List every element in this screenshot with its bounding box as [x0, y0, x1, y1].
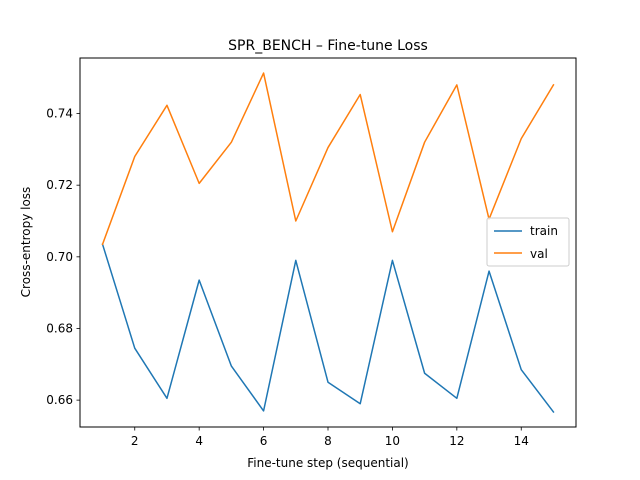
y-tick-label: 0.66: [46, 393, 73, 407]
chart-title: SPR_BENCH – Fine-tune Loss: [228, 38, 428, 54]
x-tick-label: 2: [131, 434, 139, 448]
y-axis-ticks: 0.66 0.68 0.70 0.72 0.74: [46, 107, 80, 407]
y-tick-label: 0.74: [46, 107, 73, 121]
x-tick-label: 10: [385, 434, 400, 448]
legend-label-val: val: [530, 247, 548, 261]
y-axis-label: Cross-entropy loss: [19, 187, 33, 298]
y-tick-label: 0.70: [46, 250, 73, 264]
y-tick-label: 0.72: [46, 178, 73, 192]
x-axis-ticks: 2 4 6 8 10 12 14: [131, 427, 529, 448]
x-tick-label: 4: [195, 434, 203, 448]
x-tick-label: 14: [514, 434, 529, 448]
series-line-val: [101, 72, 555, 246]
legend-frame: [486, 217, 570, 267]
x-tick-label: 12: [449, 434, 464, 448]
legend: train val: [486, 217, 570, 267]
x-axis-label: Fine-tune step (sequential): [247, 456, 409, 470]
series-line-train: [101, 243, 555, 414]
x-tick-label: 6: [260, 434, 268, 448]
x-tick-label: 8: [324, 434, 332, 448]
plot-lines: [101, 72, 555, 414]
legend-label-train: train: [530, 224, 558, 238]
y-tick-label: 0.68: [46, 321, 73, 335]
